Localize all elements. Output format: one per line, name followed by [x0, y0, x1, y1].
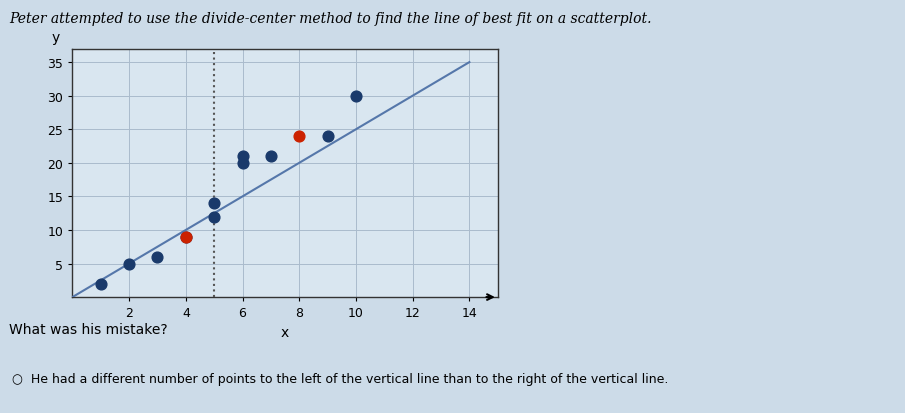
Point [292, 133, 307, 140]
Text: Peter attempted to use the divide-center method to find the line of best fit on : Peter attempted to use the divide-center… [9, 12, 652, 26]
Point [235, 153, 250, 160]
Y-axis label: y: y [52, 31, 60, 45]
Text: What was his mistake?: What was his mistake? [9, 322, 167, 336]
Point [235, 160, 250, 167]
Point [207, 200, 222, 207]
Point [93, 281, 108, 287]
Point [122, 261, 137, 267]
Text: ○  He had a different number of points to the left of the vertical line than to : ○ He had a different number of points to… [12, 372, 668, 385]
Point [348, 93, 363, 100]
Point [320, 133, 335, 140]
Point [263, 153, 278, 160]
Point [178, 234, 193, 240]
Point [178, 234, 193, 240]
Point [150, 254, 165, 261]
X-axis label: x: x [281, 325, 290, 339]
Point [207, 214, 222, 220]
